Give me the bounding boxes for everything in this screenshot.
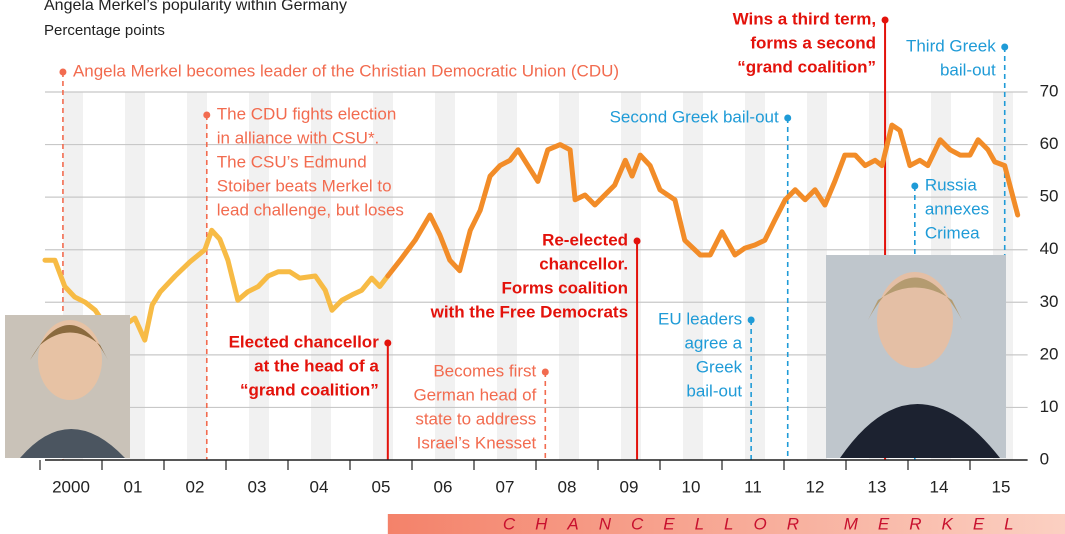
x-tick-label: 11: [744, 477, 762, 496]
event-dot: [542, 369, 549, 376]
x-tick-label: 02: [186, 477, 205, 496]
event-dot: [882, 17, 889, 24]
annotation-text: Crimea: [925, 223, 980, 242]
y-tick-label: 60: [1040, 134, 1059, 153]
event-dot: [203, 112, 210, 119]
x-tick-label: 10: [682, 477, 701, 496]
x-tick-label: 05: [372, 477, 391, 496]
year-stripe: [435, 92, 455, 460]
chart-subtitle: Percentage points: [44, 22, 165, 39]
annotation-text: Angela Merkel becomes leader of the Chri…: [73, 61, 619, 80]
annotation-text: bail-out: [686, 381, 742, 400]
annotation-text: “grand coalition”: [240, 380, 379, 399]
annotation-text: Elected chancellor: [229, 332, 380, 351]
year-stripe: [683, 92, 703, 460]
banner-text: CHANCELLOR MERKEL: [503, 514, 1034, 533]
annotation-text: at the head of a: [254, 356, 379, 375]
annotation-text: Israel’s Knesset: [417, 433, 537, 452]
annotation-text: The CDU fights election: [217, 104, 397, 123]
x-tick-label: 13: [868, 477, 887, 496]
annotation-text: Wins a third term,: [733, 9, 876, 28]
x-tick-label: 14: [930, 477, 949, 496]
annotation-text: agree a: [684, 333, 742, 352]
chart-title: Angela Merkel’s popularity within German…: [44, 0, 347, 14]
annotation-text: Russia: [925, 175, 978, 194]
event-dot: [634, 238, 641, 245]
y-tick-label: 10: [1040, 397, 1059, 416]
year-stripe: [807, 92, 827, 460]
chart: Angela Merkel’s popularity within German…: [0, 0, 1065, 534]
annotation-text: “grand coalition”: [737, 57, 876, 76]
x-tick-label: 04: [310, 477, 329, 496]
annotation-text: Third Greek: [906, 36, 996, 55]
annotation-text: state to address: [415, 409, 536, 428]
x-tick-label: 01: [124, 477, 143, 496]
annotation-text: Forms coalition: [501, 278, 628, 297]
annotation-text: lead challenge, but loses: [217, 200, 404, 219]
annotation-text: Re-elected: [542, 230, 628, 249]
annotation-text: German head of: [413, 385, 536, 404]
annotation-text: with the Free Democrats: [430, 302, 628, 321]
annotation-text: Greek: [696, 357, 743, 376]
x-tick-label: 09: [620, 477, 639, 496]
year-stripe: [745, 92, 765, 460]
event-dot: [384, 340, 391, 347]
y-tick-label: 30: [1040, 292, 1059, 311]
annotation-text: The CSU’s Edmund: [217, 152, 367, 171]
x-tick-label: 12: [806, 477, 825, 496]
x-tick-label: 15: [992, 477, 1011, 496]
y-tick-label: 20: [1040, 344, 1059, 363]
annotation-text: Second Greek bail-out: [610, 107, 779, 126]
annotation-text: bail-out: [940, 60, 996, 79]
event-dot: [59, 69, 66, 76]
x-tick-label: 07: [496, 477, 515, 496]
annotation-text: Stoiber beats Merkel to: [217, 176, 392, 195]
x-tick-label: 08: [558, 477, 577, 496]
y-tick-label: 0: [1040, 449, 1049, 468]
event-dot: [1001, 44, 1008, 51]
event-dot: [748, 317, 755, 324]
annotation-text: annexes: [925, 199, 989, 218]
x-tick-label: 06: [434, 477, 453, 496]
annotation-text: Becomes first: [433, 361, 536, 380]
annotation-text: in alliance with CSU*.: [217, 128, 380, 147]
y-tick-label: 70: [1040, 81, 1059, 100]
y-tick-label: 50: [1040, 187, 1059, 206]
annotation-text: forms a second: [750, 33, 876, 52]
annotation-text: chancellor.: [539, 254, 628, 273]
x-tick-label: 03: [248, 477, 267, 496]
event-dot: [911, 183, 918, 190]
event-dot: [784, 115, 791, 122]
x-tick-label: 2000: [52, 477, 90, 496]
y-tick-label: 40: [1040, 239, 1059, 258]
annotation-text: EU leaders: [658, 309, 742, 328]
year-stripe: [187, 92, 207, 460]
year-stripe: [497, 92, 517, 460]
